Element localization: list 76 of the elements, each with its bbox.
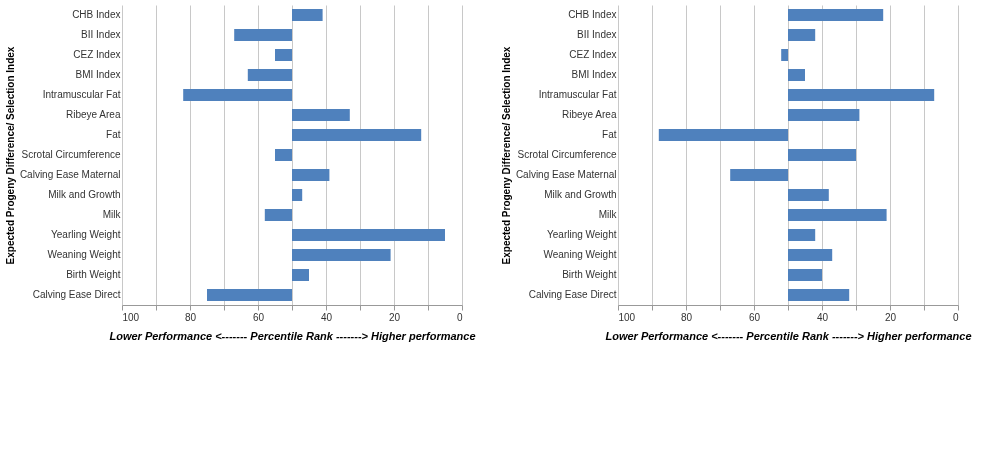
bar xyxy=(788,289,850,301)
y-tick-label: Calving Ease Direct xyxy=(32,289,121,300)
y-tick-label: CHB Index xyxy=(72,9,121,20)
y-tick-label: Ribeye Area xyxy=(562,109,617,120)
y-tick-label: Birth Weight xyxy=(66,269,121,280)
bar xyxy=(788,269,822,281)
x-tick-label: 60 xyxy=(252,311,265,323)
x-tick-label: 0 xyxy=(456,311,463,323)
x-tick-label: 0 xyxy=(952,311,959,323)
x-tick-label: 40 xyxy=(816,311,829,323)
bar xyxy=(788,209,887,221)
y-tick-label: Yearling Weight xyxy=(547,229,617,240)
x-axis-title: Lower Performance <------- Percentile Rank -------> Higher performance xyxy=(109,329,476,342)
y-tick-label: Intramuscular Fat xyxy=(42,89,121,100)
y-tick-label: Weaning Weight xyxy=(47,249,121,260)
bar xyxy=(275,149,292,161)
bar xyxy=(234,29,292,41)
y-tick-label: Calving Ease Maternal xyxy=(515,169,617,180)
y-tick-label: Ribeye Area xyxy=(66,109,121,120)
y-tick-label: Scrotal Circumference xyxy=(21,149,121,160)
bar xyxy=(788,109,860,121)
x-tick-label: 100 xyxy=(618,311,636,323)
y-tick-label: Milk xyxy=(102,209,122,220)
bar xyxy=(788,9,884,21)
y-tick-label: Milk and Growth xyxy=(544,189,617,200)
x-tick-label: 20 xyxy=(884,311,897,323)
y-tick-label: Scrotal Circumference xyxy=(517,149,617,160)
bar xyxy=(292,269,309,281)
bar xyxy=(207,289,292,301)
bar xyxy=(292,169,330,181)
y-tick-label: Milk and Growth xyxy=(48,189,121,200)
y-tick-label: Yearling Weight xyxy=(51,229,121,240)
bar xyxy=(247,69,292,81)
bar xyxy=(264,209,292,221)
bar xyxy=(292,109,350,121)
y-tick-label: BMI Index xyxy=(571,69,617,80)
bar xyxy=(292,189,303,201)
x-axis-title: Lower Performance <------- Percentile Rank -------> Higher performance xyxy=(605,329,972,342)
x-tick-label: 40 xyxy=(320,311,333,323)
bar xyxy=(788,29,816,41)
x-tick-label: 60 xyxy=(748,311,761,323)
y-tick-label: Birth Weight xyxy=(562,269,617,280)
x-tick-label: 100 xyxy=(122,311,140,323)
bar xyxy=(292,9,323,21)
bar xyxy=(788,69,805,81)
y-axis-title: Expected Progeny Difference/ Selection Index xyxy=(500,46,512,265)
y-tick-label: BMI Index xyxy=(75,69,121,80)
y-tick-label: BII Index xyxy=(81,29,121,40)
bar xyxy=(788,189,829,201)
x-tick-label: 80 xyxy=(680,311,693,323)
bar xyxy=(275,49,292,61)
y-tick-label: CEZ Index xyxy=(569,49,617,60)
y-tick-label: Fat xyxy=(602,129,617,140)
bar xyxy=(730,169,788,181)
bar xyxy=(788,89,935,101)
bar xyxy=(788,149,856,161)
bar xyxy=(292,129,422,141)
bar xyxy=(788,229,816,241)
y-tick-label: BII Index xyxy=(577,29,617,40)
x-tick-label: 80 xyxy=(184,311,197,323)
y-tick-label: CHB Index xyxy=(568,9,617,20)
y-tick-label: Calving Ease Maternal xyxy=(19,169,121,180)
y-tick-label: CEZ Index xyxy=(73,49,121,60)
bar xyxy=(788,249,833,261)
bar xyxy=(292,229,445,241)
y-tick-label: Fat xyxy=(106,129,121,140)
y-axis-title: Expected Progeny Difference/ Selection Index xyxy=(4,46,16,265)
y-tick-label: Weaning Weight xyxy=(543,249,617,260)
y-tick-label: Milk xyxy=(598,209,618,220)
x-tick-label: 20 xyxy=(388,311,401,323)
y-tick-label: Calving Ease Direct xyxy=(528,289,617,300)
bar xyxy=(658,129,788,141)
bar xyxy=(781,49,788,61)
bar xyxy=(292,249,391,261)
bar xyxy=(183,89,292,101)
y-tick-label: Intramuscular Fat xyxy=(538,89,617,100)
